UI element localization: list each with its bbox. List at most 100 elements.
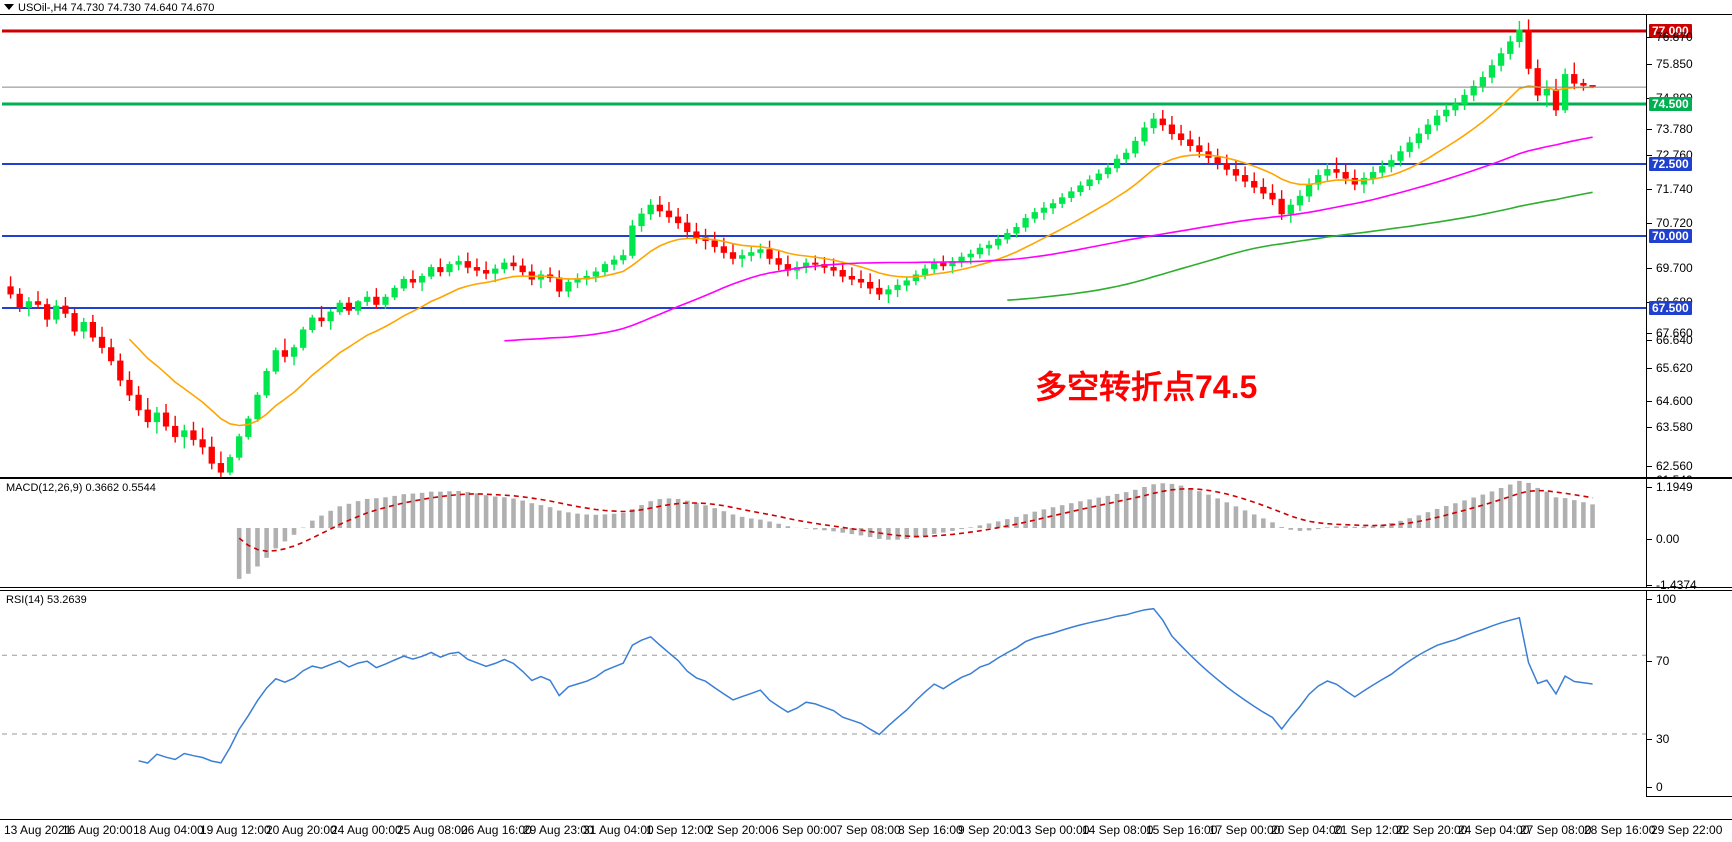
rsi-panel[interactable]: 100 70 30 0 RSI(14) 53.2639 <box>0 590 1732 820</box>
candlestick <box>867 273 874 295</box>
rsi-tick-label: 100 <box>1656 592 1677 606</box>
moving-average-line <box>1007 191 1593 301</box>
candlestick <box>354 300 362 315</box>
candlestick <box>1031 207 1038 223</box>
candlestick <box>1177 124 1185 146</box>
candlestick <box>684 213 691 238</box>
candlestick <box>7 276 14 299</box>
candlestick <box>574 273 581 289</box>
candlestick <box>1452 98 1459 116</box>
candlestick <box>958 252 965 268</box>
axis-tick <box>1647 401 1652 402</box>
price-level-label[interactable]: 74.500 <box>1649 97 1692 111</box>
time-axis-label: 24 Sep 04:00 <box>1458 823 1530 837</box>
time-axis-label: 21 Sep 12:00 <box>1334 823 1406 837</box>
candlestick <box>1333 157 1340 179</box>
candlestick <box>1516 20 1523 48</box>
price-chart-panel[interactable]: 77.00076.87075.85074.80074.50073.78072.7… <box>0 14 1732 487</box>
candlestick <box>1315 169 1322 191</box>
candlestick <box>501 258 508 274</box>
candlestick <box>226 454 234 476</box>
candlestick <box>318 305 325 327</box>
axis-tick <box>1647 585 1652 586</box>
candlestick <box>1561 68 1569 113</box>
rsi-plot-area[interactable] <box>2 591 1648 797</box>
candlestick <box>748 246 755 262</box>
candlestick <box>1278 190 1285 220</box>
candlestick <box>1269 184 1276 206</box>
candlestick <box>775 249 782 271</box>
candlestick <box>473 258 481 277</box>
price-level-label[interactable]: 67.500 <box>1649 301 1692 315</box>
rsi-tick-label: 70 <box>1656 654 1670 668</box>
time-axis-label: 29 Sep 22:00 <box>1651 823 1723 837</box>
candlestick <box>1552 78 1560 116</box>
candlestick <box>44 298 51 327</box>
candlestick <box>1497 47 1505 72</box>
candlestick <box>62 297 69 318</box>
price-level-label[interactable]: 70.000 <box>1649 229 1692 243</box>
macd-panel[interactable]: 1.1949 0.00 -1.4374 MACD(12,26,9) 0.3662 0… <box>0 478 1732 592</box>
price-tick-label: 71.740 <box>1656 182 1693 196</box>
price-tick-label: 64.600 <box>1656 394 1693 408</box>
candlestick <box>985 240 993 256</box>
time-axis-label: 15 Sep 16:00 <box>1146 823 1218 837</box>
axis-tick <box>1647 466 1652 467</box>
time-axis-label: 2 Sep 20:00 <box>707 823 772 837</box>
axis-tick <box>1647 268 1652 269</box>
candlestick <box>1260 178 1267 200</box>
macd-axis-scale[interactable]: 1.1949 0.00 -1.4374 <box>1646 479 1732 592</box>
candlestick <box>89 314 97 342</box>
candlestick <box>610 255 618 271</box>
candlestick <box>1470 80 1477 102</box>
candlestick <box>236 433 243 461</box>
candlestick <box>894 279 901 298</box>
price-plot-area[interactable] <box>2 15 1648 477</box>
candlestick <box>245 415 252 440</box>
rsi-tick-label: 0 <box>1656 780 1663 794</box>
candlestick <box>1543 80 1550 108</box>
candlestick <box>903 276 910 292</box>
axis-tick <box>1647 37 1652 38</box>
axis-tick <box>1647 661 1652 662</box>
candlestick <box>592 267 599 283</box>
candlestick <box>1571 62 1578 90</box>
macd-tick-label: 0.00 <box>1656 532 1680 546</box>
chart-annotation-text: 多空转折点74.5 <box>1035 369 1258 405</box>
candlestick <box>565 279 572 298</box>
time-axis-label: 6 Sep 00:00 <box>772 823 837 837</box>
time-axis-label: 14 Sep 08:00 <box>1082 823 1154 837</box>
candlestick <box>327 308 334 330</box>
time-axis-label: 18 Aug 04:00 <box>133 823 204 837</box>
candlestick <box>98 326 106 354</box>
candlestick <box>25 297 32 317</box>
price-level-label[interactable]: 72.500 <box>1649 157 1692 171</box>
price-tick-label: 65.620 <box>1656 361 1693 375</box>
candlestick <box>199 427 206 455</box>
axis-tick <box>1647 155 1652 156</box>
candlestick <box>1488 59 1496 84</box>
time-axis-label: 27 Sep 08:00 <box>1520 823 1592 837</box>
price-level-label[interactable]: 77.000 <box>1649 24 1692 38</box>
time-axis-label: 19 Aug 12:00 <box>200 823 271 837</box>
candlestick <box>693 222 700 244</box>
macd-tick-label: 1.1949 <box>1656 480 1693 494</box>
candlestick <box>364 291 371 306</box>
candlestick <box>1461 89 1468 111</box>
price-axis-scale[interactable]: 77.00076.87075.85074.80074.50073.78072.7… <box>1646 15 1732 487</box>
candlestick <box>181 424 188 449</box>
time-axis[interactable]: 13 Aug 2021 16 Aug 20:00 18 Aug 04:00 19 Au… <box>0 819 1732 842</box>
macd-tick-label: -1.4374 <box>1656 578 1697 592</box>
axis-tick <box>1647 189 1652 190</box>
rsi-tick-label: 30 <box>1656 732 1670 746</box>
triangle-down-icon[interactable] <box>4 4 14 10</box>
candlestick <box>876 279 883 301</box>
time-axis-label: 29 Aug 23:00 <box>523 823 594 837</box>
candlestick <box>931 258 938 274</box>
macd-plot-area[interactable] <box>2 479 1648 587</box>
candlestick <box>290 344 298 366</box>
rsi-axis-scale[interactable]: 100 70 30 0 <box>1646 591 1732 797</box>
price-tick-label: 62.560 <box>1656 459 1693 473</box>
candlestick <box>1406 136 1413 158</box>
